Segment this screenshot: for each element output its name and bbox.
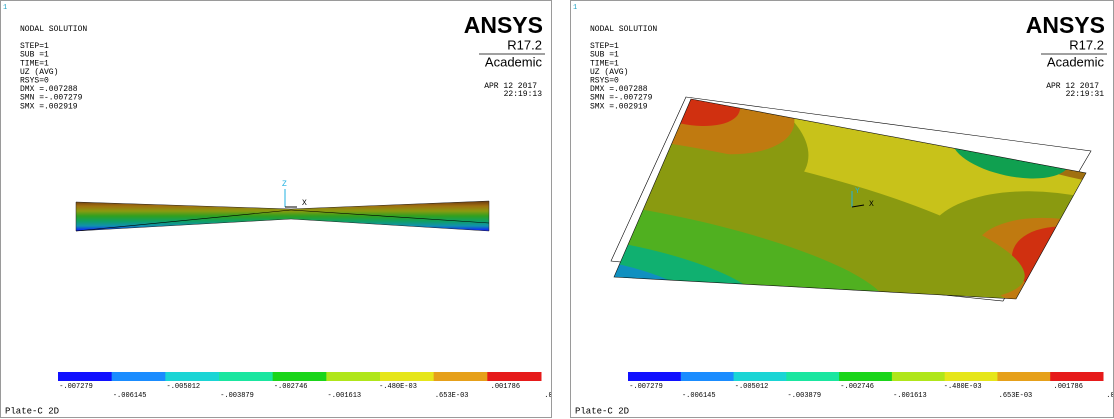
- legend-band: [219, 372, 273, 381]
- axis-label: Z: [282, 180, 287, 189]
- legend-label: .001786: [491, 383, 520, 391]
- version: R17.2: [507, 37, 542, 52]
- window-number: 1: [3, 4, 7, 12]
- legend-label: -.480E-03: [944, 383, 982, 391]
- legend-band: [681, 372, 734, 381]
- legend-band: [326, 372, 380, 381]
- axis-label: Y: [855, 187, 860, 196]
- legend-label: -.006145: [113, 392, 147, 400]
- legend-label: -.003879: [220, 392, 254, 400]
- plot-title: NODAL SOLUTION: [20, 25, 87, 34]
- time: 22:19:31: [1066, 90, 1105, 99]
- legend-label: .002919: [1106, 392, 1113, 400]
- legend-label: -.001613: [328, 392, 362, 400]
- footer: Plate-C 2D: [575, 406, 629, 416]
- legend-band: [380, 372, 434, 381]
- legend-band: [786, 372, 839, 381]
- plot-title: NODAL SOLUTION: [590, 25, 657, 34]
- axis-label: X: [869, 200, 874, 209]
- legend-label: .001786: [1054, 383, 1083, 391]
- plate-side-view: [76, 201, 489, 231]
- legend-band: [273, 372, 327, 381]
- ansys-logo: ANSYS: [464, 12, 543, 38]
- legend-band: [434, 372, 488, 381]
- legend-label: -.005012: [167, 383, 201, 391]
- legend-label: -.001613: [893, 392, 927, 400]
- ansys-logo: ANSYS: [1026, 12, 1105, 38]
- legend-label: -.006145: [682, 392, 716, 400]
- legend-band: [112, 372, 166, 381]
- edition: Academic: [485, 54, 543, 69]
- contour-plot: [571, 31, 1113, 375]
- legend-label: -.007279: [629, 383, 663, 391]
- legend-band: [487, 372, 541, 381]
- info-line: SMX =.002919: [590, 102, 648, 111]
- legend-band: [58, 372, 112, 381]
- footer: Plate-C 2D: [5, 406, 59, 416]
- legend-band: [839, 372, 892, 381]
- legend-label: -.002746: [274, 383, 308, 391]
- edition: Academic: [1047, 54, 1105, 69]
- page: 1NODAL SOLUTIONSTEP=1SUB =1TIME=1UZ (AVG…: [0, 0, 1114, 419]
- time: 22:19:13: [504, 90, 543, 99]
- legend-band: [945, 372, 998, 381]
- legend-label: .653E-03: [435, 392, 469, 400]
- legend-label: -.003879: [788, 392, 822, 400]
- legend-label: .002919: [544, 392, 551, 400]
- legend-label: -.007279: [59, 383, 93, 391]
- legend-label: -.480E-03: [379, 383, 417, 391]
- legend-label: -.002746: [840, 383, 874, 391]
- legend-band: [165, 372, 219, 381]
- info-line: SMX =.002919: [20, 102, 78, 111]
- legend-label: .653E-03: [999, 392, 1033, 400]
- window-number: 1: [573, 4, 577, 12]
- legend-band: [997, 372, 1050, 381]
- version: R17.2: [1069, 37, 1104, 52]
- legend-band: [1050, 372, 1103, 381]
- legend-label: -.005012: [735, 383, 769, 391]
- legend-band: [628, 372, 681, 381]
- legend-band: [734, 372, 787, 381]
- legend-band: [892, 372, 945, 381]
- axis-label: X: [302, 199, 307, 208]
